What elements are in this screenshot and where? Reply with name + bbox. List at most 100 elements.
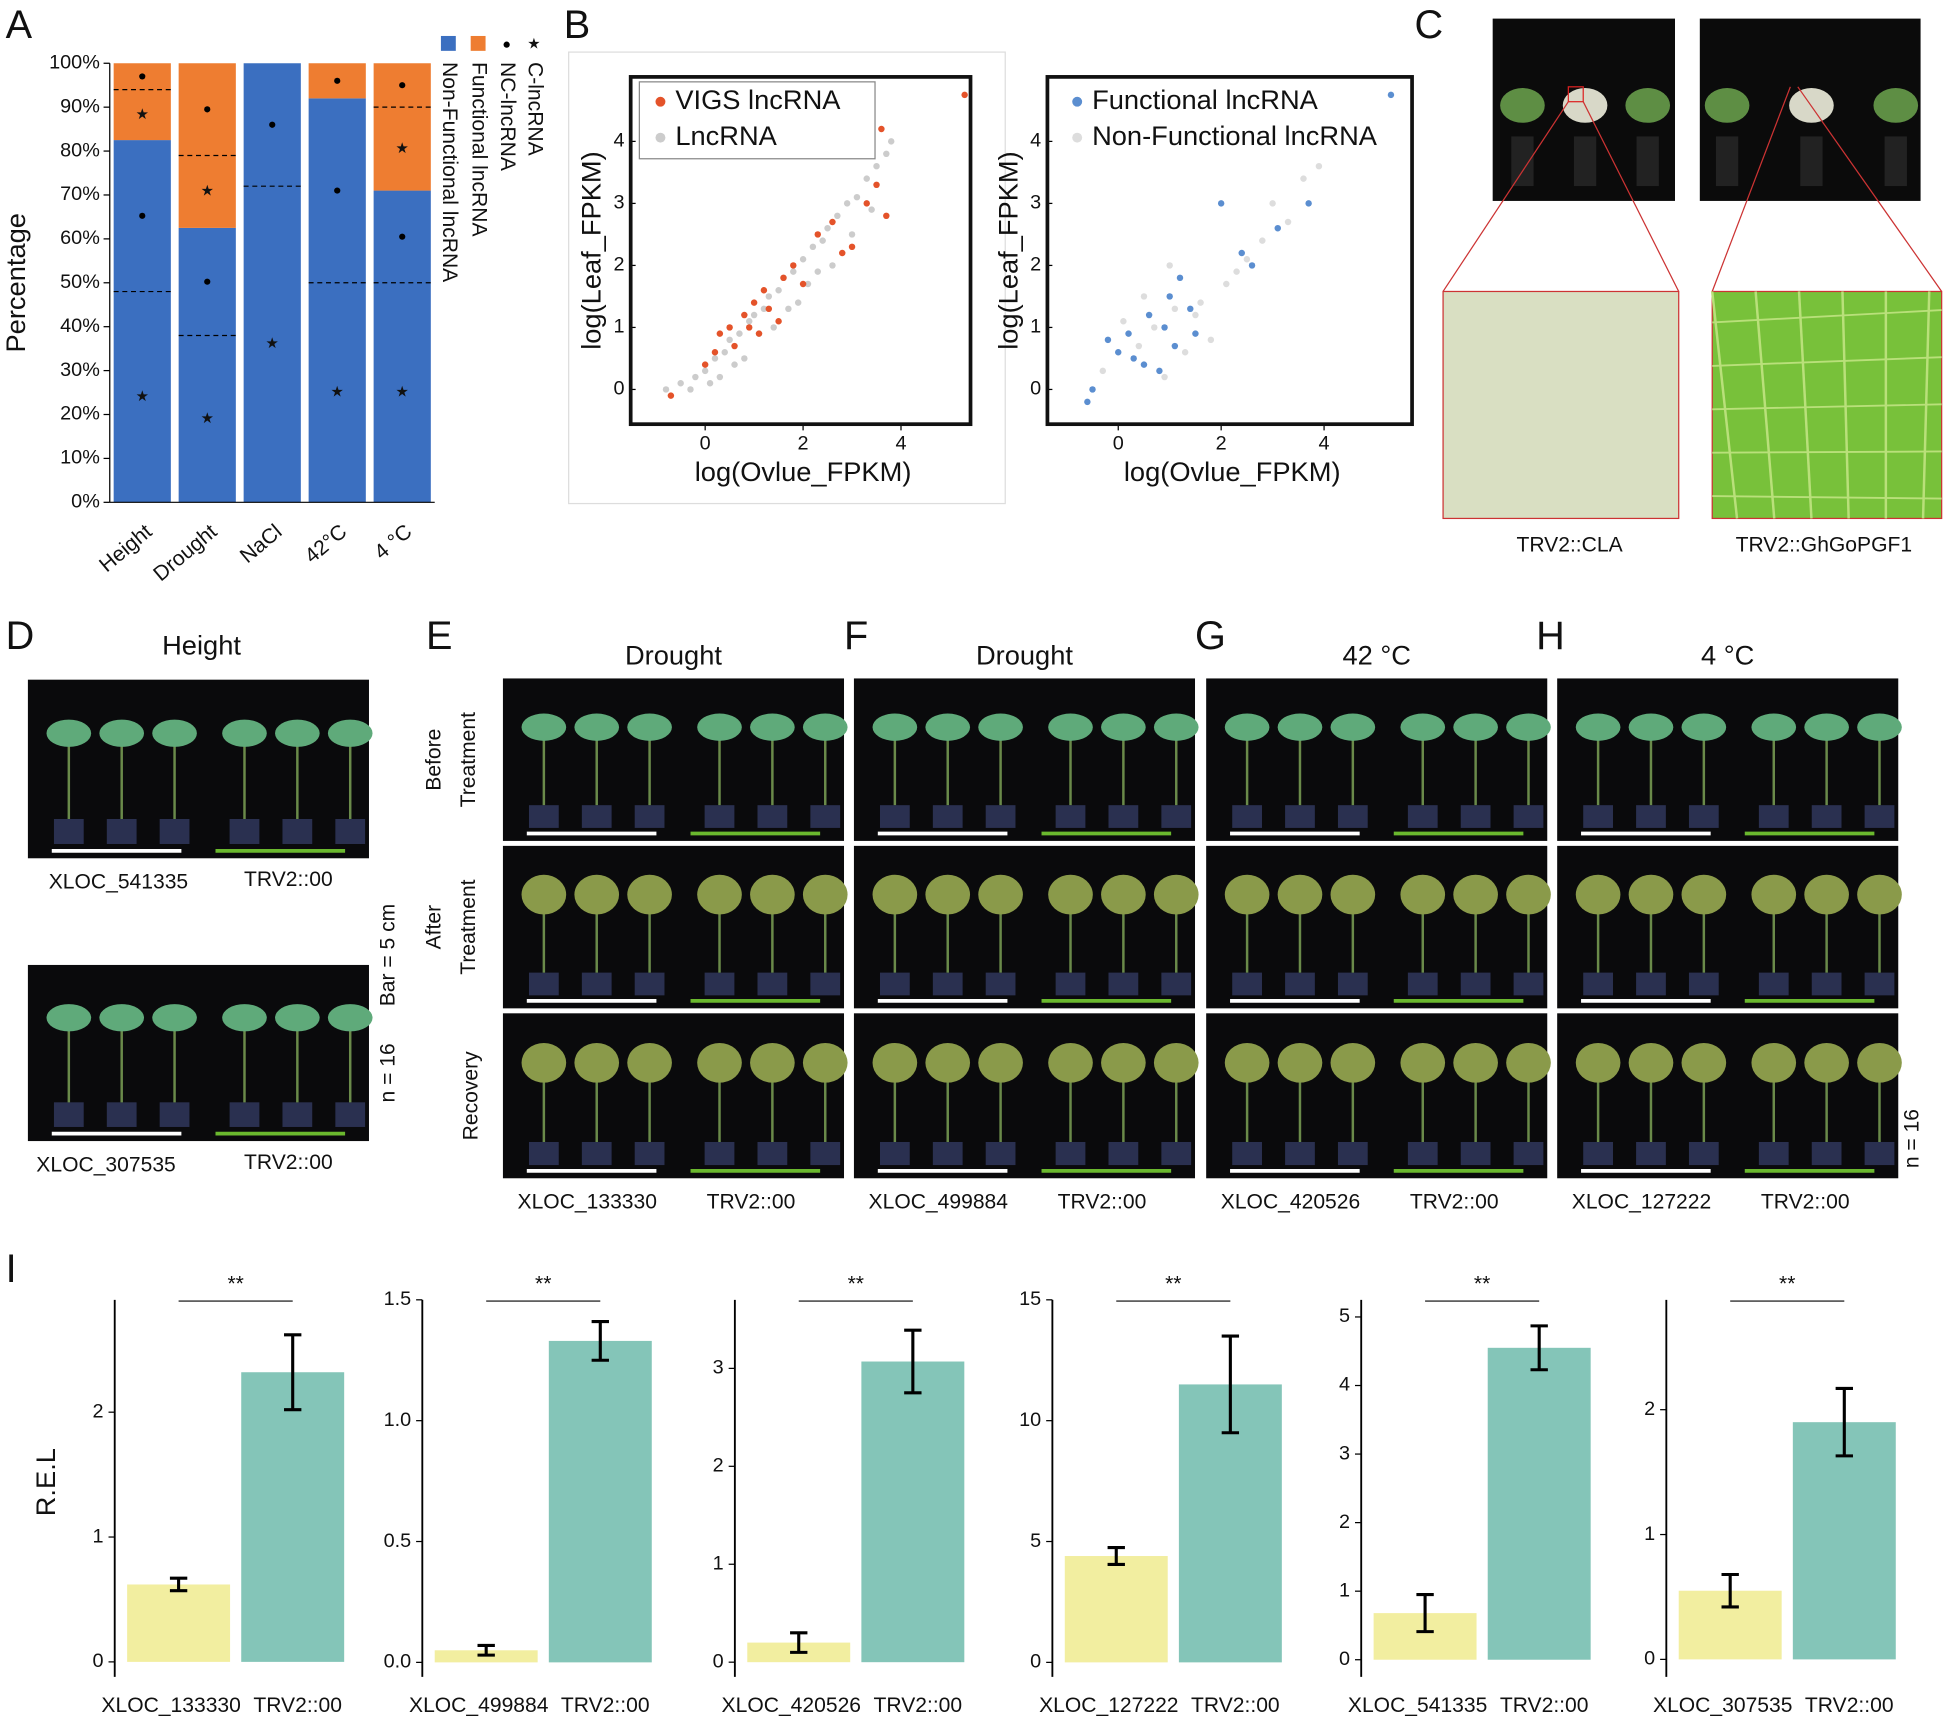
scatter-point: [1176, 274, 1184, 282]
plant: [1506, 1042, 1551, 1083]
y-tick-label: 3: [1030, 192, 1041, 214]
plant: [327, 719, 373, 747]
bar: [548, 1340, 652, 1663]
photo-caption: XLOC_420526: [1221, 1191, 1360, 1214]
plant: [1101, 713, 1146, 741]
y-tick-label: 4: [613, 130, 624, 152]
pot: [932, 1141, 963, 1166]
pot: [159, 818, 190, 844]
y-tick-label: 0.5: [384, 1530, 412, 1552]
plant: [1224, 1042, 1270, 1083]
plant: [275, 719, 320, 747]
legend-swatch: [470, 35, 486, 51]
legend-label: Functional lncRNA: [1092, 84, 1319, 115]
plant: [99, 719, 145, 747]
bar-segment: [113, 140, 171, 503]
scatter-point: [750, 311, 758, 319]
y-tick-label: 15: [1019, 1288, 1041, 1310]
bar: [861, 1361, 965, 1663]
scatter-point: [1120, 318, 1127, 325]
plant: [152, 719, 197, 747]
panel-letter: D: [6, 614, 35, 658]
pot: [757, 1141, 788, 1166]
legend-marker: [655, 96, 666, 107]
scatter-point: [814, 231, 821, 238]
pot: [528, 805, 559, 828]
pot: [1864, 805, 1895, 828]
x-tick-label: TRV2::00: [1500, 1694, 1589, 1717]
zoom-line: [1797, 86, 1943, 292]
plant: [1048, 874, 1093, 915]
scatter-point: [1315, 162, 1323, 170]
plant: [802, 874, 848, 915]
bar-segment: [178, 63, 236, 228]
pot: [1108, 1141, 1139, 1166]
pot: [1232, 972, 1262, 996]
scatter-point: [1238, 249, 1245, 257]
y-tick-label: 0: [713, 1650, 724, 1672]
plant: [925, 874, 971, 915]
pot: [335, 818, 366, 844]
y-tick-label: 3: [613, 192, 624, 214]
scatter-point: [1145, 311, 1153, 319]
legend-label: LncRNA: [675, 120, 777, 151]
scatter-point: [770, 324, 777, 331]
scatter-point: [1284, 218, 1292, 226]
y-tick-label: 10: [1019, 1409, 1041, 1431]
significance-label: **: [1165, 1273, 1181, 1296]
x-tick-label: 2: [1216, 432, 1227, 454]
plant: [1048, 1042, 1093, 1083]
plant: [1506, 874, 1551, 915]
bar: [1064, 1556, 1168, 1663]
photo-caption: TRV2::00: [707, 1191, 796, 1214]
star-marker: ★: [527, 37, 540, 53]
photo-caption: XLOC_307535: [36, 1153, 175, 1176]
pot: [229, 1102, 260, 1127]
scatter-point: [760, 287, 768, 294]
pot: [1688, 972, 1719, 996]
pot: [282, 1102, 313, 1127]
bar: [1487, 1347, 1591, 1660]
dot-marker: [399, 233, 406, 240]
dot-marker: [139, 212, 146, 219]
pot: [1513, 1141, 1544, 1166]
leaf-vein: [1712, 450, 1942, 454]
plant: [978, 713, 1023, 741]
scatter-point: [1300, 175, 1307, 182]
plant: [1751, 1042, 1797, 1083]
photo-title: 42 °C: [1342, 640, 1411, 671]
photo-title: Drought: [976, 640, 1073, 671]
star-marker: ★: [396, 384, 409, 400]
plant: [802, 713, 848, 741]
scatter-point: [1156, 367, 1163, 375]
pot: [1636, 972, 1666, 996]
y-axis-title: Percentage: [0, 213, 31, 352]
scatter-point: [1166, 293, 1173, 300]
scatter-point: [1125, 330, 1132, 337]
plant: [1575, 713, 1621, 741]
pot: [1161, 1141, 1192, 1166]
pot: [1688, 805, 1719, 828]
legend-label: NC-lncRNA: [496, 62, 519, 172]
y-tick-label: 1: [1339, 1579, 1350, 1601]
pot: [229, 818, 260, 844]
plant: [1857, 1042, 1902, 1083]
pot: [634, 805, 665, 828]
zoom-photo: [1442, 290, 1680, 520]
pot: [1285, 1141, 1315, 1166]
plant: [1804, 874, 1849, 915]
pot: [932, 805, 963, 828]
photo-caption: XLOC_541335: [49, 871, 188, 894]
scatter-point: [662, 386, 670, 393]
row-label: After: [422, 905, 445, 950]
scatter-point: [701, 361, 709, 368]
pot: [581, 1141, 612, 1166]
scatter-point: [1269, 200, 1276, 207]
plant: [1330, 1042, 1376, 1083]
leaf-vein: [1712, 356, 1942, 367]
scatter-point: [1089, 386, 1096, 393]
panel-frame: [568, 51, 1006, 505]
pot: [1460, 1141, 1491, 1166]
y-tick-label: 1.5: [384, 1288, 412, 1310]
y-tick-label: 70%: [60, 183, 100, 205]
